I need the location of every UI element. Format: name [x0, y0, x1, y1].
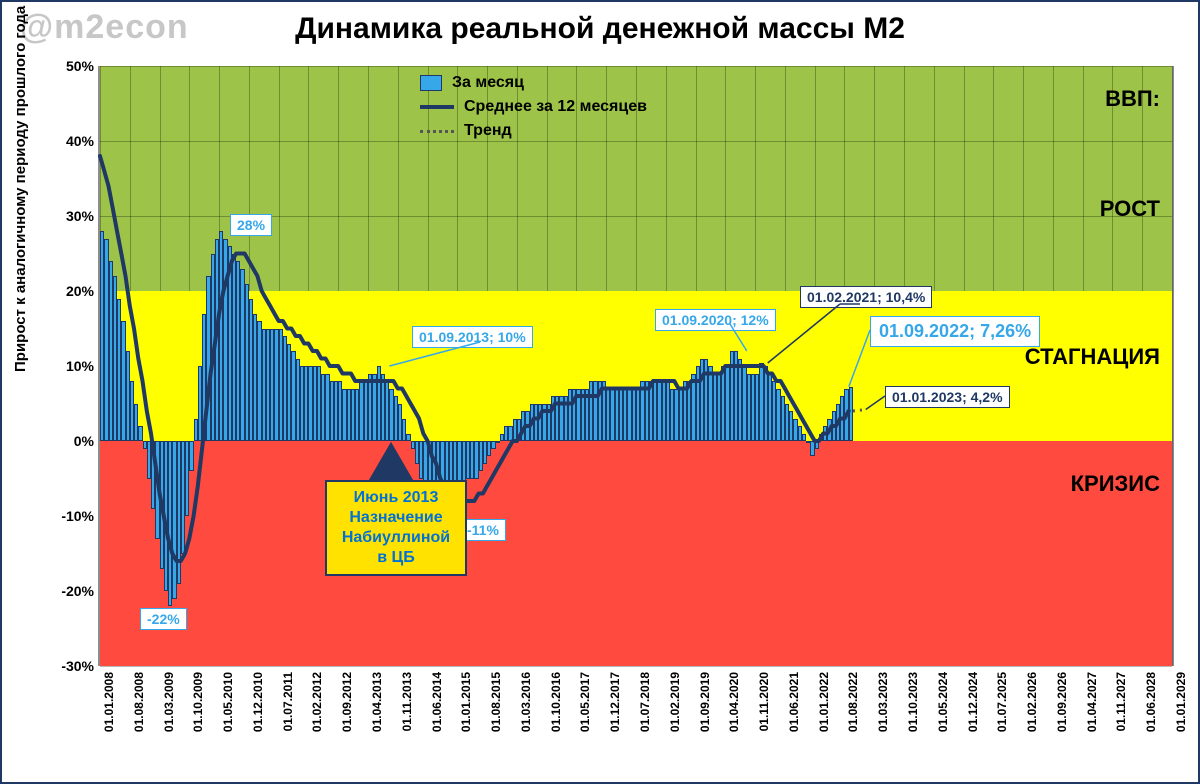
y-tick: -30% [54, 658, 94, 674]
y-tick: -20% [54, 583, 94, 599]
x-tick: 01.02.2012 [310, 672, 324, 732]
x-tick: 01.05.2024 [936, 672, 950, 732]
x-tick: 01.10.2016 [549, 672, 563, 732]
x-tick: 01.05.2017 [578, 672, 592, 732]
y-tick: 30% [54, 208, 94, 224]
y-tick: 20% [54, 283, 94, 299]
y-tick: 50% [54, 58, 94, 74]
x-tick: 01.11.2027 [1114, 672, 1128, 731]
x-tick: 01.04.2013 [370, 672, 384, 732]
plot-area: За месяц Среднее за 12 месяцев Тренд ВВП… [98, 66, 1174, 666]
x-tick: 01.03.2023 [876, 672, 890, 732]
x-tick: 01.01.2008 [102, 672, 116, 732]
x-tick: 01.07.2025 [995, 672, 1009, 732]
x-tick: 01.01.2015 [459, 672, 473, 732]
x-tick: 01.10.2023 [906, 672, 920, 732]
x-tick: 01.08.2008 [132, 672, 146, 732]
y-axis-label: Прирост к аналогичному периоду прошлого … [12, 6, 29, 372]
x-tick: 01.06.2014 [430, 672, 444, 732]
x-tick: 01.09.2026 [1055, 672, 1069, 732]
x-tick: 01.06.2028 [1144, 672, 1158, 732]
x-tick: 01.06.2021 [787, 672, 801, 732]
y-tick: 0% [54, 433, 94, 449]
x-tick: 01.05.2010 [221, 672, 235, 732]
x-tick: 01.11.2013 [400, 672, 414, 731]
x-tick: 01.08.2015 [489, 672, 503, 732]
x-tick: 01.01.2022 [817, 672, 831, 732]
x-tick: 01.07.2011 [281, 672, 295, 731]
x-tick: 01.01.2029 [1174, 672, 1188, 732]
y-tick: 10% [54, 358, 94, 374]
x-tick: 01.04.2027 [1085, 672, 1099, 732]
x-tick: 01.09.2012 [340, 672, 354, 732]
y-tick: -10% [54, 508, 94, 524]
x-tick: 01.02.2019 [668, 672, 682, 732]
x-tick: 01.07.2018 [638, 672, 652, 732]
chart-title: Динамика реальной денежной массы М2 [2, 12, 1198, 46]
callout-pointers [100, 66, 1172, 666]
x-tick: 01.10.2009 [191, 672, 205, 732]
x-tick: 01.03.2016 [519, 672, 533, 732]
x-tick: 01.11.2020 [757, 672, 771, 731]
x-tick: 01.04.2020 [727, 672, 741, 732]
chart-frame: @m2econ Динамика реальной денежной массы… [0, 0, 1200, 784]
x-tick: 01.12.2010 [251, 672, 265, 732]
y-tick: 40% [54, 133, 94, 149]
x-tick: 01.02.2026 [1025, 672, 1039, 732]
x-tick: 01.12.2017 [608, 672, 622, 732]
x-tick: 01.08.2022 [846, 672, 860, 732]
x-tick: 01.03.2009 [162, 672, 176, 732]
x-tick: 01.09.2019 [698, 672, 712, 732]
x-tick: 01.12.2024 [966, 672, 980, 732]
